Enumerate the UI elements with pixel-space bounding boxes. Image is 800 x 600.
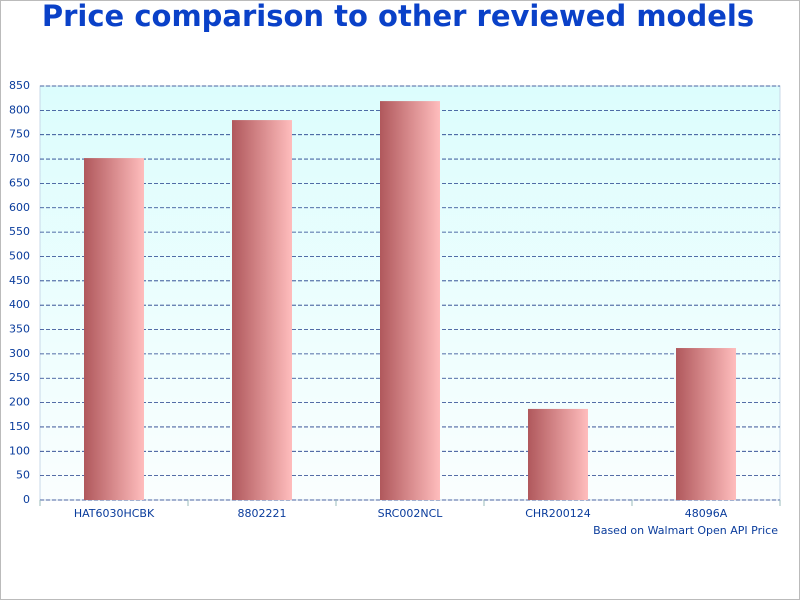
y-tick-label: 800: [9, 103, 30, 116]
x-tick-label: 8802221: [238, 507, 287, 520]
x-tick-label: 48096A: [685, 507, 728, 520]
y-tick-label: 600: [9, 201, 30, 214]
y-tick-label: 200: [9, 396, 30, 409]
y-tick-label: 850: [9, 79, 30, 92]
y-tick-label: 550: [9, 225, 30, 238]
y-tick-label: 400: [9, 298, 30, 311]
y-tick-label: 250: [9, 371, 30, 384]
bar: [232, 120, 292, 500]
x-tick-label: SRC002NCL: [378, 507, 444, 520]
y-tick-label: 50: [16, 469, 30, 482]
source-note: Based on Walmart Open API Price: [593, 524, 778, 537]
y-tick-label: 150: [9, 420, 30, 433]
x-tick-label: CHR200124: [525, 507, 591, 520]
bar: [380, 101, 440, 501]
y-tick-label: 650: [9, 176, 30, 189]
y-tick-label: 450: [9, 274, 30, 287]
x-tick-label: HAT6030HCBK: [74, 507, 155, 520]
y-tick-label: 100: [9, 444, 30, 457]
bar: [84, 158, 144, 500]
bar: [528, 408, 588, 500]
y-tick-label: 500: [9, 249, 30, 262]
bar: [676, 348, 736, 500]
y-tick-label: 750: [9, 128, 30, 141]
chart-title: Price comparison to other reviewed model…: [42, 0, 754, 33]
y-tick-label: 700: [9, 152, 30, 165]
y-tick-label: 0: [23, 493, 30, 506]
y-tick-label: 300: [9, 347, 30, 360]
y-tick-label: 350: [9, 323, 30, 336]
